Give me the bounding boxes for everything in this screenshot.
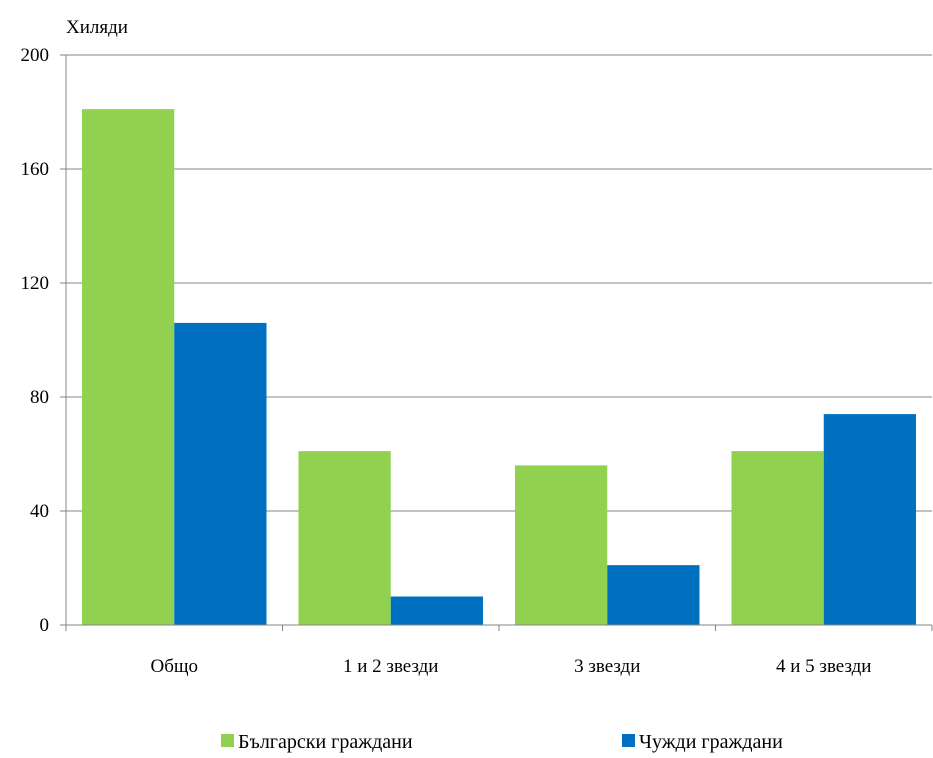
bar-foreign-2 — [607, 565, 700, 625]
bar-bulgarian-1 — [298, 451, 391, 625]
x-category-label: Общо — [150, 656, 198, 677]
legend-label-bulgarian: Български граждани — [238, 731, 413, 753]
y-tick-label: 0 — [40, 615, 50, 636]
y-tick-label: 40 — [30, 501, 49, 522]
bar-foreign-0 — [174, 322, 267, 625]
x-category-label: 4 и 5 звезди — [776, 656, 871, 677]
bar-bulgarian-3 — [731, 451, 824, 625]
y-tick-label: 80 — [30, 387, 49, 408]
category-labels: Общо 1 и 2 звезди 3 звезди 4 и 5 звезди — [150, 656, 871, 677]
y-tick-label: 200 — [21, 45, 50, 66]
legend-swatch-foreign — [622, 734, 635, 747]
bar-foreign-1 — [390, 596, 483, 625]
bar-bulgarian-2 — [515, 465, 608, 625]
legend-swatch-bulgarian — [221, 734, 234, 747]
y-unit-label: Хиляди — [66, 17, 128, 38]
legend-label-foreign: Чужди граждани — [639, 731, 783, 753]
legend: Български граждани Чужди граждани — [221, 731, 783, 753]
x-category-label: 1 и 2 звезди — [343, 656, 438, 677]
bar-bulgarian-0 — [82, 109, 175, 625]
tick-labels: 0 40 80 120 160 200 — [21, 45, 933, 636]
bar-foreign-3 — [823, 414, 916, 625]
x-category-label: 3 звезди — [574, 656, 640, 677]
y-tick-label: 120 — [21, 273, 50, 294]
y-tick-label: 160 — [21, 159, 50, 180]
bars — [82, 109, 916, 625]
